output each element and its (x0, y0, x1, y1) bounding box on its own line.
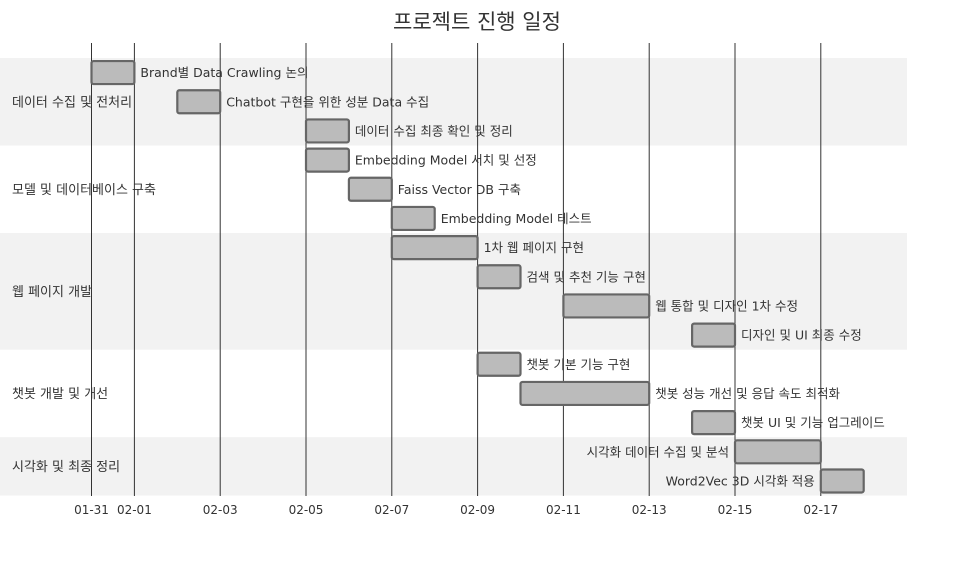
task-bar (476, 351, 522, 377)
task-bar (176, 89, 222, 115)
task-bar (690, 322, 737, 348)
x-tick-label: 02-17 (803, 503, 838, 517)
task-label: 1차 웹 페이지 구현 (484, 240, 584, 255)
x-tick-label: 02-13 (632, 503, 667, 517)
task-bars (90, 59, 865, 494)
category-label: 모델 및 데이터베이스 구축 (12, 183, 156, 198)
category-band (0, 58, 907, 146)
chart-title: 프로젝트 진행 일정 (393, 10, 561, 34)
task-label: 디자인 및 UI 최종 수정 (741, 328, 862, 343)
task-label: Embedding Model 테스트 (441, 211, 592, 226)
task-label: 검색 및 추천 기능 구현 (527, 269, 646, 284)
task-label: 데이터 수집 최종 확인 및 정리 (355, 123, 513, 138)
x-tick-label: 02-03 (203, 503, 238, 517)
task-bar (519, 380, 651, 407)
task-bar (390, 205, 436, 232)
x-tick-label: 02-01 (117, 503, 152, 517)
task-bar (304, 118, 351, 144)
x-tick-label: 02-15 (718, 503, 753, 517)
task-label: Chatbot 구현을 위한 성분 Data 수집 (226, 94, 429, 109)
task-label: Faiss Vector DB 구축 (398, 182, 521, 197)
task-bar (90, 59, 136, 86)
task-bar (476, 264, 522, 290)
task-label: 시각화 데이터 수집 및 분석 (587, 444, 729, 459)
x-tick-label: 02-09 (460, 503, 495, 517)
task-bar (304, 147, 351, 173)
task-label: 챗봇 UI 및 기능 업그레이드 (741, 415, 885, 430)
category-label: 웹 페이지 개발 (12, 285, 92, 300)
grid-lines (91, 43, 822, 496)
task-bar (690, 410, 737, 436)
task-bar (733, 439, 822, 465)
x-tick-label: 02-11 (546, 503, 581, 517)
task-bar (562, 293, 651, 319)
task-label: Brand별 Data Crawling 논의 (140, 65, 308, 80)
task-label: 챗봇 성능 개선 및 응답 속도 최적화 (655, 386, 840, 401)
category-label: 시각화 및 최종 정리 (12, 460, 120, 475)
category-label: 챗봇 개발 및 개선 (12, 387, 108, 402)
task-bar (819, 468, 865, 494)
task-label: Word2Vec 3D 시각화 적용 (666, 473, 815, 488)
x-axis-ticks: 01-31 02-01 02-03 02-05 02-07 02-09 02-11 02-13… (74, 503, 838, 517)
task-bar (347, 176, 393, 202)
task-label: 챗봇 기본 기능 구현 (527, 357, 631, 372)
task-bar (390, 235, 479, 261)
task-label: 웹 통합 및 디자인 1차 수정 (655, 298, 798, 313)
category-label: 데이터 수집 및 전처리 (12, 95, 132, 110)
task-labels: Brand별 Data Crawling 논의 Chatbot 구현을 위한 성분… (140, 65, 884, 488)
task-label: Embedding Model 서치 및 선정 (355, 153, 537, 168)
x-tick-label: 02-05 (289, 503, 324, 517)
x-tick-label: 01-31 (74, 503, 109, 517)
x-tick-label: 02-07 (374, 503, 409, 517)
